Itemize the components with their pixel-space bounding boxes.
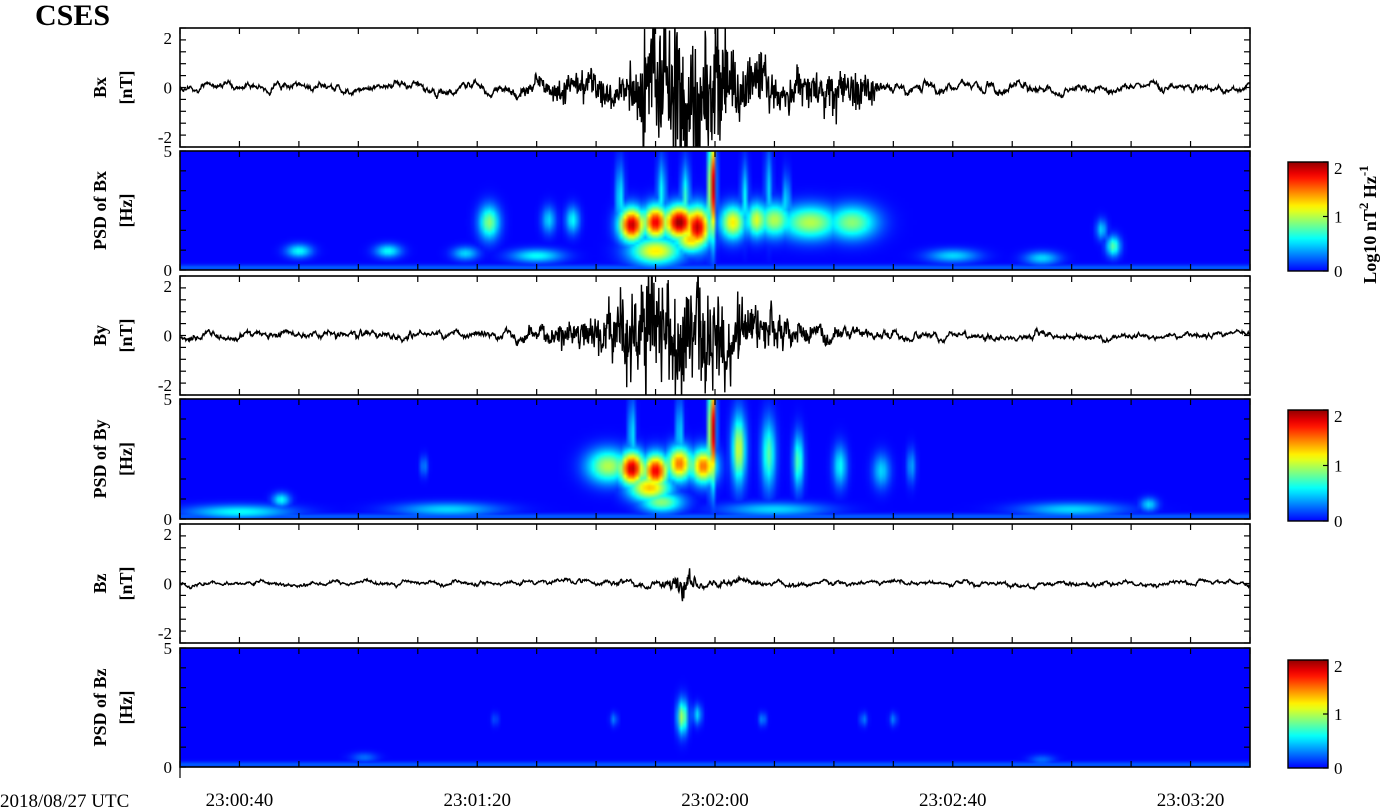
x-tick-label: 23:01:20 — [443, 790, 511, 810]
colorbar-tick-label: 1 — [1334, 208, 1343, 227]
y-axis-label: PSD of Bz — [90, 668, 110, 746]
figure-title: CSES — [35, 0, 110, 32]
colorbar-tick-label: 0 — [1334, 512, 1343, 531]
y-tick-label: 2 — [164, 29, 173, 48]
colorbar-bz — [1287, 659, 1329, 769]
y-tick-label: 5 — [164, 639, 173, 658]
y-axis-unit: [Hz] — [116, 691, 136, 725]
bz-waveform-panel-frame — [179, 523, 1251, 644]
y-tick-label: 2 — [164, 277, 173, 296]
y-axis-unit: [nT] — [116, 70, 136, 104]
y-tick-label: 2 — [164, 525, 173, 544]
y-axis-label: PSD of Bx — [90, 171, 110, 250]
y-tick-label: -2 — [158, 376, 172, 395]
colorbar-tick-label: 2 — [1334, 657, 1343, 676]
y-axis-unit: [Hz] — [116, 194, 136, 228]
x-tick-label: 23:02:40 — [919, 790, 987, 810]
y-tick-label: 0 — [164, 575, 173, 594]
bz-psd-panel-frame — [179, 647, 1251, 768]
bx-psd-panel-spectrogram — [180, 151, 1250, 270]
y-axis-label: Bz — [90, 573, 110, 593]
y-tick-label: 5 — [164, 142, 173, 161]
by-psd-panel-spectrogram — [180, 399, 1250, 519]
colorbar-tick-label: 0 — [1334, 262, 1343, 281]
by-waveform-panel-frame — [179, 275, 1251, 396]
colorbar-tick-label: 2 — [1334, 159, 1343, 178]
y-axis-label: PSD of By — [90, 419, 110, 498]
y-axis-unit: [nT] — [116, 566, 136, 600]
colorbar-tick-label: 0 — [1334, 759, 1343, 778]
colorbar-tick-label: 1 — [1334, 457, 1343, 476]
bx-psd-panel-frame — [179, 150, 1251, 271]
y-tick-label: -2 — [158, 624, 172, 643]
bx-waveform-panel-frame — [179, 27, 1251, 148]
colorbar-tick-label: 1 — [1334, 705, 1343, 724]
colorbars-group: 2 1 0 Log10 nT2 Hz-1 2 1 0 2 1 0 — [1287, 159, 1380, 778]
x-tick-label: 23:03:20 — [1157, 790, 1225, 810]
by-waveform-panel-trace — [180, 276, 1250, 395]
colorbar-label: Log10 nT2 Hz-1 — [1356, 165, 1380, 283]
x-tick-label: 23:02:00 — [681, 790, 749, 810]
y-tick-label: 0 — [164, 758, 173, 777]
x-tick-labels: 23:00:40 23:01:20 23:02:00 23:02:40 23:03:20 — [179, 767, 1225, 810]
y-tick-label: -2 — [158, 128, 172, 147]
y-axis-unit: [Hz] — [116, 442, 136, 476]
y-tick-label: 5 — [164, 390, 173, 409]
bx-waveform-panel-trace — [180, 28, 1250, 147]
bz-psd-panel-spectrogram — [180, 648, 1250, 767]
bz-waveform-panel-trace — [180, 568, 1250, 602]
y-axis-label: By — [90, 325, 110, 346]
colorbar-by — [1287, 409, 1329, 522]
y-tick-label: 0 — [164, 327, 173, 346]
y-tick-label: 0 — [164, 261, 173, 280]
y-tick-label: 0 — [164, 510, 173, 529]
by-psd-panel-frame — [179, 398, 1251, 520]
y-tick-label: 0 — [164, 79, 173, 98]
colorbar-tick-label: 2 — [1334, 407, 1343, 426]
x-tick-label: 23:00:40 — [206, 790, 274, 810]
date-label: 2018/08/27 UTC — [0, 791, 129, 810]
y-axis-label: Bx — [90, 77, 110, 98]
colorbar-bx — [1287, 161, 1329, 272]
y-axis-unit: [nT] — [116, 318, 136, 352]
